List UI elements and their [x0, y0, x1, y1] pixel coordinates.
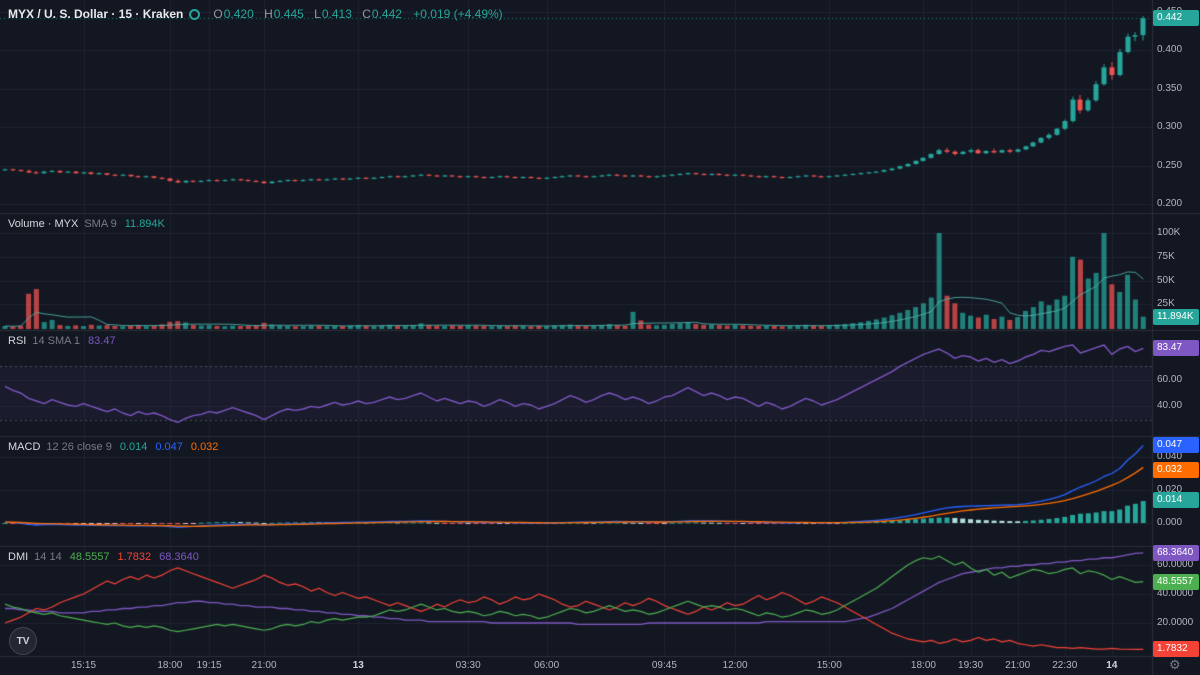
- close-label: C: [362, 7, 371, 21]
- volume-indicator-title[interactable]: Volume · MYX: [8, 218, 79, 230]
- volume-pane-header: Volume · MYX SMA 9 11.894K: [8, 218, 165, 230]
- change-value: +0.019 (+4.49%): [413, 7, 503, 21]
- rsi-indicator-params: 14 SMA 1: [32, 335, 81, 347]
- time-axis-label: 14: [1106, 660, 1118, 671]
- macd-signal-value: 0.032: [190, 441, 219, 453]
- dmi-plus-badge: 48.5557: [1153, 573, 1199, 590]
- dmi-adx-badge: 68.3640: [1153, 544, 1199, 561]
- high-value: 0.445: [273, 7, 304, 21]
- dmi-indicator-params: 14 14: [34, 551, 62, 563]
- time-axis-label: 15:15: [70, 660, 97, 671]
- dmi-plus-di-value: 48.5557: [69, 551, 110, 563]
- price-axis-tick: 0.400: [1157, 44, 1183, 56]
- macd-axis-tick: 0.020: [1157, 484, 1183, 495]
- ohlc-readout: O0.420 H0.445 L0.413 C0.442 +0.019 (+4.4…: [206, 7, 502, 21]
- macd-axis-tick: 0.000: [1157, 517, 1183, 528]
- time-axis-label: 09:45: [651, 660, 677, 671]
- volume-indicator-params: SMA 9: [84, 218, 117, 230]
- open-label: O: [213, 7, 223, 21]
- macd-line-value: 0.047: [155, 441, 183, 453]
- time-axis-label: 21:00: [251, 660, 277, 671]
- time-axis-label: 03:30: [455, 660, 481, 671]
- macd-signal-badge: 0.032: [1153, 462, 1199, 479]
- rsi-value-badge: 83.47: [1153, 340, 1199, 357]
- dmi-adx-value: 68.3640: [159, 551, 199, 563]
- tradingview-logo[interactable]: TV: [9, 627, 37, 655]
- volume-axis-tick: 25K: [1157, 298, 1175, 310]
- dmi-axis-tick: 60.0000: [1157, 559, 1194, 570]
- rsi-pane-header: RSI 14 SMA 1 83.47: [8, 335, 116, 347]
- time-axis-label: 18:00: [910, 660, 936, 671]
- high-label: H: [264, 7, 273, 21]
- macd-pane-header: MACD 12 26 close 9 0.014 0.047 0.032: [8, 441, 218, 453]
- time-axis-label: 22:30: [1052, 660, 1078, 671]
- dmi-minus-badge: 1.7832: [1153, 641, 1199, 658]
- low-label: L: [314, 7, 321, 21]
- dmi-pane-header: DMI 14 14 48.5557 1.7832 68.3640: [8, 551, 199, 563]
- time-axis-label: 06:00: [534, 660, 560, 671]
- price-axis-tick: 0.250: [1157, 159, 1183, 171]
- macd-indicator-title[interactable]: MACD: [8, 441, 41, 453]
- time-axis-label: 19:15: [196, 660, 222, 671]
- time-axis-label: 15:00: [816, 660, 842, 671]
- macd-hist-badge: 0.014: [1153, 491, 1199, 508]
- macd-line-badge: 0.047: [1153, 437, 1199, 454]
- low-value: 0.413: [321, 7, 352, 21]
- dmi-axis-tick: 20.0000: [1157, 617, 1194, 628]
- volume-axis-tick: 75K: [1157, 250, 1175, 262]
- rsi-indicator-value: 83.47: [88, 335, 116, 347]
- rsi-axis-tick: 40.00: [1157, 400, 1183, 412]
- volume-value-badge: 11.894K: [1153, 308, 1199, 325]
- time-axis-label: 13: [352, 660, 364, 671]
- open-value: 0.420: [223, 7, 254, 21]
- settings-gear-icon[interactable]: ⚙: [1169, 657, 1181, 672]
- time-axis-label: 19:30: [958, 660, 984, 671]
- rsi-axis-tick: 60.00: [1157, 373, 1183, 385]
- rsi-indicator-title[interactable]: RSI: [8, 335, 27, 347]
- symbol-title[interactable]: MYX / U. S. Dollar · 15 · Kraken: [8, 7, 184, 21]
- dmi-minus-di-value: 1.7832: [117, 551, 152, 563]
- data-source-icon[interactable]: [189, 8, 201, 20]
- volume-axis-tick: 100K: [1157, 227, 1181, 238]
- time-axis-label: 21:00: [1005, 660, 1031, 671]
- dmi-axis-tick: 40.0000: [1157, 588, 1194, 599]
- dmi-indicator-title[interactable]: DMI: [8, 551, 29, 563]
- time-axis-label: 18:00: [157, 660, 183, 671]
- macd-axis-tick: 0.040: [1157, 451, 1183, 462]
- price-axis-tick: 0.200: [1157, 197, 1183, 209]
- close-value: 0.442: [371, 7, 402, 21]
- volume-indicator-value: 11.894K: [124, 218, 165, 230]
- macd-indicator-params: 12 26 close 9: [46, 441, 112, 453]
- volume-axis-tick: 50K: [1157, 274, 1175, 286]
- symbol-header: MYX / U. S. Dollar · 15 · Kraken O0.420 …: [8, 7, 503, 21]
- price-axis-tick: 0.300: [1157, 121, 1183, 133]
- macd-hist-value: 0.014: [119, 441, 148, 453]
- time-axis-label: 12:00: [722, 660, 748, 671]
- price-axis-tick: 0.350: [1157, 82, 1183, 94]
- last-price-badge: 0.442: [1153, 10, 1199, 27]
